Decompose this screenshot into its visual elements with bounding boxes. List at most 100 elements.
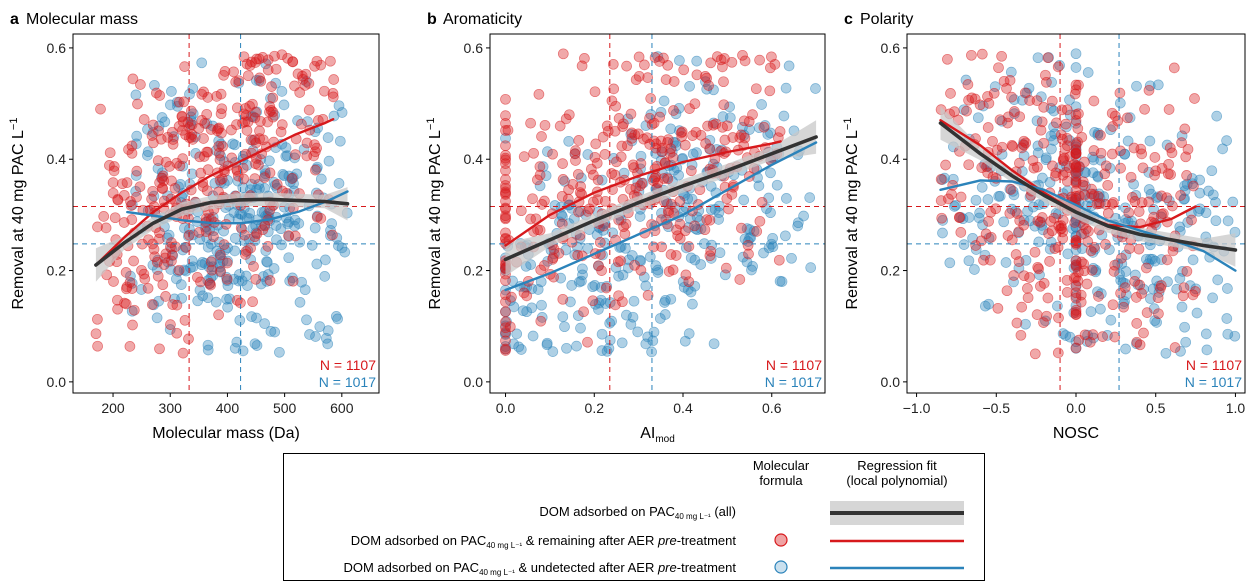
scatter-point-red	[1011, 317, 1023, 329]
scatter-point-red	[241, 125, 253, 136]
scatter-point-red	[563, 184, 574, 196]
scatter-point-red	[500, 335, 511, 347]
scatter-point-blue	[1092, 129, 1104, 141]
scatter-point-red	[754, 215, 766, 227]
scatter-point-blue	[534, 180, 546, 192]
scatter-point-red	[1180, 151, 1192, 163]
scatter-point-red	[205, 256, 217, 268]
y-tick-label: 0.6	[47, 40, 67, 56]
scatter-point-red	[582, 336, 593, 348]
scatter-point-blue	[717, 111, 729, 122]
scatter-point-blue	[658, 95, 670, 107]
scatter-point-blue	[320, 254, 331, 266]
y-axis-label: Removal at 40 mg PAC L−1	[842, 118, 861, 310]
scatter-point-red	[1143, 84, 1155, 96]
scatter-point-red	[155, 133, 167, 145]
scatter-point-red	[628, 162, 640, 173]
scatter-point-red	[183, 333, 194, 345]
scatter-point-blue	[983, 298, 994, 310]
scatter-point-red	[727, 132, 739, 143]
scatter-point-red	[205, 124, 217, 135]
scatter-point-red	[1150, 165, 1162, 177]
scatter-point-red	[217, 140, 228, 152]
scatter-point-red	[717, 61, 728, 73]
scatter-point-red	[654, 56, 665, 67]
scatter-point-red	[286, 173, 298, 184]
scatter-point-red	[104, 147, 116, 159]
scatter-point-blue	[595, 294, 607, 306]
scatter-point-red	[248, 261, 259, 272]
scatter-point-red	[126, 283, 138, 294]
scatter-point-red	[1042, 52, 1054, 64]
scatter-point-red	[1070, 191, 1082, 202]
scatter-point-red	[721, 193, 733, 205]
scatter-point-blue	[511, 328, 523, 340]
scatter-point-red	[1033, 263, 1044, 275]
scatter-point-red	[1181, 170, 1192, 181]
scatter-point-red	[985, 206, 997, 218]
scatter-point-red	[215, 249, 226, 261]
scatter-point-red	[1006, 140, 1018, 151]
scatter-point-red	[587, 169, 599, 181]
scatter-point-blue	[202, 339, 214, 351]
scatter-point-red	[125, 196, 136, 207]
scatter-point-blue	[1229, 330, 1241, 342]
scatter-point-blue	[508, 301, 520, 313]
x-tick-label: 0.0	[1066, 400, 1086, 416]
scatter-point-red	[146, 299, 158, 310]
scatter-point-red	[738, 115, 750, 127]
scatter-point-red	[107, 177, 119, 188]
fit-line-all	[938, 121, 1238, 252]
scatter-point-red	[1082, 236, 1094, 247]
scatter-point-blue	[276, 86, 288, 97]
scatter-point-red	[1186, 214, 1197, 226]
scatter-point-red	[296, 70, 308, 82]
scatter-point-red	[1045, 215, 1057, 227]
scatter-point-red	[1125, 171, 1137, 183]
scatter-point-red	[518, 151, 530, 162]
scatter-point-red	[238, 173, 250, 185]
x-axis-label-main: NOSC	[1053, 425, 1099, 442]
scatter-point-red	[1073, 79, 1084, 91]
scatter-point-red	[935, 173, 947, 185]
scatter-point-blue	[674, 55, 685, 66]
scatter-point-red	[152, 155, 164, 166]
legend-label-post: & remaining after AER	[522, 533, 658, 548]
scatter-point-red	[266, 81, 277, 92]
scatter-point-blue	[1174, 221, 1186, 233]
scatter-point-red	[195, 276, 206, 288]
scatter-point-blue	[747, 261, 758, 272]
scatter-point-red	[527, 193, 538, 205]
confidence-band	[95, 187, 348, 282]
scatter-point-blue	[1152, 79, 1164, 91]
scatter-point-red	[1070, 115, 1082, 126]
scatter-point-blue	[996, 115, 1008, 127]
scatter-point-red	[230, 76, 242, 88]
scatter-point-blue	[1179, 180, 1190, 192]
scatter-point-red	[1018, 219, 1030, 231]
scatter-point-red	[500, 306, 511, 318]
scatter-point-red	[988, 87, 1000, 99]
scatter-point-blue	[753, 180, 765, 192]
scatter-point-blue	[979, 300, 991, 312]
scatter-point-blue	[1131, 80, 1142, 92]
scatter-point-blue	[566, 280, 578, 291]
scatter-point-blue	[970, 194, 982, 206]
scatter-point-red	[1107, 121, 1119, 132]
scatter-point-red	[500, 180, 511, 191]
scatter-point-blue	[744, 224, 756, 235]
scatter-point-red	[667, 264, 679, 276]
scatter-point-red	[180, 129, 191, 141]
scatter-point-red	[1137, 162, 1149, 174]
scatter-point-blue	[1200, 328, 1212, 340]
scatter-point-blue	[695, 223, 707, 235]
scatter-point-red	[600, 282, 612, 294]
scatter-point-red	[165, 319, 176, 330]
scatter-point-blue	[268, 177, 280, 188]
scatter-point-blue	[982, 194, 994, 205]
plot-frame	[489, 33, 826, 394]
scatter-point-blue	[281, 150, 293, 161]
scatter-point-red	[1038, 101, 1050, 113]
scatter-point-blue	[659, 309, 671, 320]
scatter-point-blue	[738, 194, 750, 206]
